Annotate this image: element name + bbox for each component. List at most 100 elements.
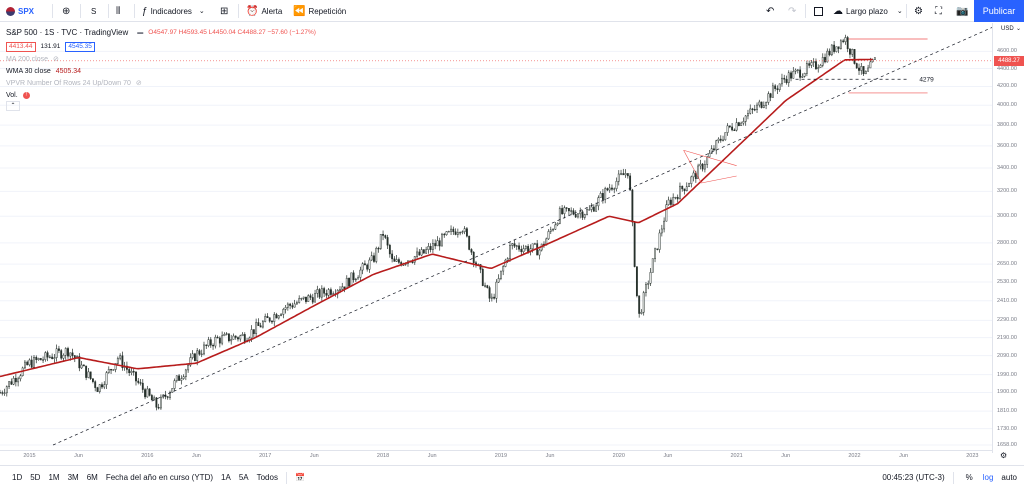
- candle-body: [128, 369, 131, 374]
- range-button[interactable]: 1A: [221, 473, 231, 482]
- candle-body: [341, 286, 344, 290]
- candle-body: [472, 251, 475, 263]
- price-tick-label: 1900.00: [997, 389, 1017, 396]
- eye-crossed-icon[interactable]: ⊘: [135, 79, 142, 87]
- price-tick-label: 3400.00: [997, 164, 1017, 171]
- volume-legend[interactable]: Vol. !: [6, 89, 316, 101]
- settings-button[interactable]: ⚙: [914, 0, 923, 22]
- wma-legend[interactable]: WMA 30 close 4505.34: [6, 65, 316, 77]
- range-button[interactable]: 5D: [30, 473, 41, 482]
- publish-button[interactable]: Publicar: [974, 0, 1024, 22]
- candle-body: [853, 49, 856, 64]
- layout-menu[interactable]: ☁ Largo plazo ⌄: [833, 0, 903, 22]
- candle-body: [323, 288, 326, 294]
- top-toolbar: SPX ⊕ S ⫴ ƒ Indicadores ⌄ ⊞ ⏰ Alerta ⏪ R…: [0, 0, 1024, 22]
- candle-body: [574, 214, 577, 218]
- range-button[interactable]: 6M: [86, 473, 98, 482]
- candle-body: [209, 339, 212, 346]
- time-tick-label: Jun: [545, 453, 555, 459]
- candle-body: [533, 243, 536, 245]
- candle-body: [187, 364, 190, 371]
- candle-body: [395, 259, 398, 262]
- candle-body: [601, 193, 604, 200]
- candle-body: [280, 314, 282, 316]
- redo-button[interactable]: ↷: [788, 0, 796, 22]
- candle-body: [17, 378, 20, 383]
- series-title[interactable]: S&P 500 · 1S · TVC · TradingView: [6, 28, 129, 37]
- candle-body: [119, 355, 122, 359]
- range-button[interactable]: Todos: [256, 473, 278, 482]
- currency-label[interactable]: USD: [1001, 26, 1014, 32]
- price-tick-label: 4200.00: [997, 83, 1017, 90]
- candle-body: [484, 285, 486, 287]
- bid-box[interactable]: 4413.44: [6, 41, 36, 53]
- candle-body: [148, 388, 151, 396]
- range-button[interactable]: 5A: [238, 473, 249, 482]
- collapse-legend-button[interactable]: ⌃: [6, 101, 20, 111]
- candle-body: [1, 392, 4, 394]
- candle-body: [266, 316, 269, 319]
- candle-body: [452, 228, 455, 233]
- candle-body: [465, 228, 468, 237]
- compare-button[interactable]: ⊕: [62, 0, 70, 22]
- candle-body: [366, 264, 369, 270]
- range-button[interactable]: 3M: [67, 473, 79, 482]
- candle-body: [207, 339, 210, 346]
- replay-button[interactable]: ⏪ Repetición: [293, 0, 346, 22]
- range-button[interactable]: 1M: [48, 473, 60, 482]
- candle-body: [812, 61, 815, 63]
- axis-settings-button[interactable]: ⚙: [1000, 451, 1007, 460]
- candle-body: [153, 397, 156, 401]
- replay-label: Repetición: [308, 6, 347, 16]
- candle-body: [803, 73, 806, 77]
- clock-label[interactable]: 00:45:23 (UTC-3): [882, 473, 945, 482]
- candle-body: [669, 199, 672, 205]
- symbol-search[interactable]: SPX: [6, 0, 34, 22]
- percent-toggle[interactable]: %: [965, 473, 973, 482]
- candle-body: [198, 350, 201, 355]
- time-tick-label: Jun: [74, 453, 83, 459]
- interval-button[interactable]: S: [91, 0, 96, 22]
- auto-toggle[interactable]: auto: [1001, 473, 1017, 482]
- eye-crossed-icon[interactable]: ⊘: [53, 55, 59, 63]
- price-axis[interactable]: USD ⌄ 4600.00 4400.00 4200.00 4000.00 3800.0…: [992, 23, 1024, 453]
- candle-body: [715, 140, 718, 151]
- candle-body: [724, 132, 727, 141]
- undo-button[interactable]: ↶: [766, 0, 774, 22]
- snapshot-button[interactable]: 📷: [956, 0, 968, 22]
- candle-body: [697, 165, 700, 179]
- candle-body: [565, 207, 568, 209]
- candle-body: [169, 392, 171, 398]
- candle-body: [785, 78, 788, 83]
- expand-button[interactable]: ⛶: [935, 0, 942, 22]
- goto-date-button[interactable]: 📅: [295, 473, 305, 482]
- range-button[interactable]: 1D: [12, 473, 23, 482]
- candle-body: [318, 289, 321, 298]
- price-tick-label: 2190.00: [997, 334, 1017, 341]
- candle-body: [556, 223, 559, 226]
- candle-body: [620, 173, 622, 175]
- layouts-button[interactable]: ⊞: [220, 0, 228, 22]
- chart-type-button[interactable]: ⫴: [116, 0, 120, 22]
- time-axis[interactable]: 2015 Jun 2016 Jun 2017 Jun 2018 Jun 2019 Jun 2020 J…: [0, 450, 992, 462]
- chevron-down-icon: ⌄: [198, 8, 205, 15]
- vpvr-legend[interactable]: VPVR Number Of Rows 24 Up/Down 70 ⊘: [6, 77, 316, 89]
- fullscreen-chart-button[interactable]: [814, 0, 823, 22]
- candle-body: [642, 292, 645, 313]
- candle-body: [420, 249, 423, 256]
- log-toggle[interactable]: log: [982, 473, 994, 482]
- ask-box[interactable]: 4545.35: [65, 41, 95, 53]
- candle-body: [824, 57, 826, 63]
- candle-body: [522, 248, 525, 253]
- indicators-button[interactable]: ƒ Indicadores ⌄: [142, 0, 205, 22]
- candle-body: [144, 389, 146, 398]
- ma-legend[interactable]: MA 200 close ⊘: [6, 53, 316, 65]
- candle-body: [572, 210, 575, 215]
- candle-body: [599, 193, 602, 198]
- range-button[interactable]: Fecha del año en curso (YTD): [105, 473, 214, 482]
- chart-pane[interactable]: 4279: [0, 23, 992, 453]
- gear-icon: ⚙: [1000, 451, 1008, 460]
- gear-icon: ⚙: [914, 5, 923, 17]
- price-chart[interactable]: 4279: [0, 23, 992, 453]
- alert-button[interactable]: ⏰ Alerta: [246, 0, 282, 22]
